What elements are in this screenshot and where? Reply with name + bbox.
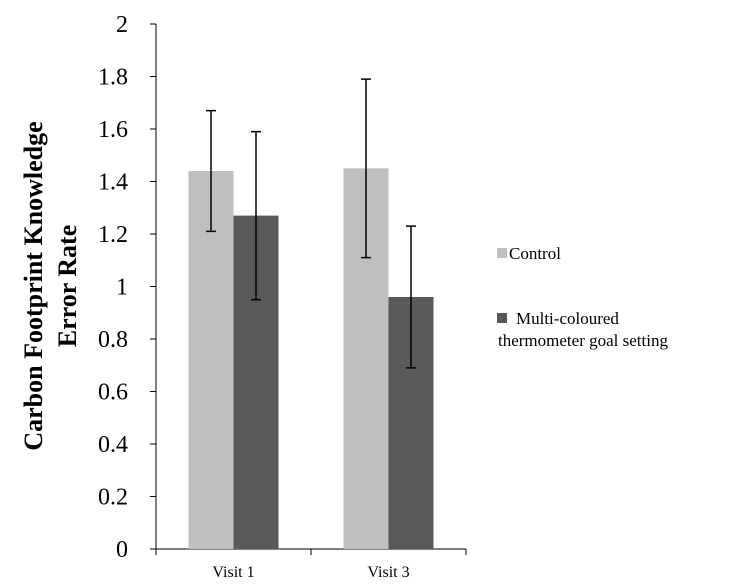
y-axis: 0 0.2 0.4 0.6 0.8 1 1.2 1.4 1.6 1.8 2 bbox=[98, 12, 157, 563]
x-axis: Visit 1 Visit 3 bbox=[155, 548, 467, 581]
y-tick-label: 0.8 bbox=[98, 327, 128, 353]
y-tick-label: 1.6 bbox=[98, 117, 128, 143]
legend-label: thermometer goal setting bbox=[498, 331, 668, 350]
y-tick-label: 1.8 bbox=[98, 65, 128, 91]
legend-label: Control bbox=[509, 244, 561, 263]
y-axis-title: Carbon Footprint Knowledge Error Rate bbox=[19, 121, 82, 450]
legend-label: Multi-coloured bbox=[516, 309, 619, 328]
error-bars bbox=[206, 78, 416, 369]
y-tick-label: 1 bbox=[116, 275, 128, 301]
y-tick-label: 0 bbox=[116, 537, 128, 563]
legend-swatch bbox=[497, 313, 507, 323]
y-tick-label: 1.2 bbox=[98, 222, 128, 248]
bars bbox=[188, 168, 434, 549]
x-category-label: Visit 3 bbox=[367, 564, 409, 581]
y-tick-label: 2 bbox=[116, 12, 128, 38]
y-tick-label: 0.4 bbox=[98, 432, 128, 458]
y-axis-title-line: Error Rate bbox=[53, 225, 82, 348]
y-tick-label: 0.6 bbox=[98, 380, 128, 406]
y-axis-title-line: Carbon Footprint Knowledge bbox=[19, 121, 48, 450]
y-tick-label: 0.2 bbox=[98, 485, 128, 511]
legend-swatch bbox=[497, 248, 507, 258]
y-tick-label: 1.4 bbox=[98, 170, 128, 196]
bar bbox=[188, 171, 234, 549]
x-category-label: Visit 1 bbox=[212, 564, 254, 581]
legend: Control Multi-coloured thermometer goal se… bbox=[497, 244, 668, 350]
